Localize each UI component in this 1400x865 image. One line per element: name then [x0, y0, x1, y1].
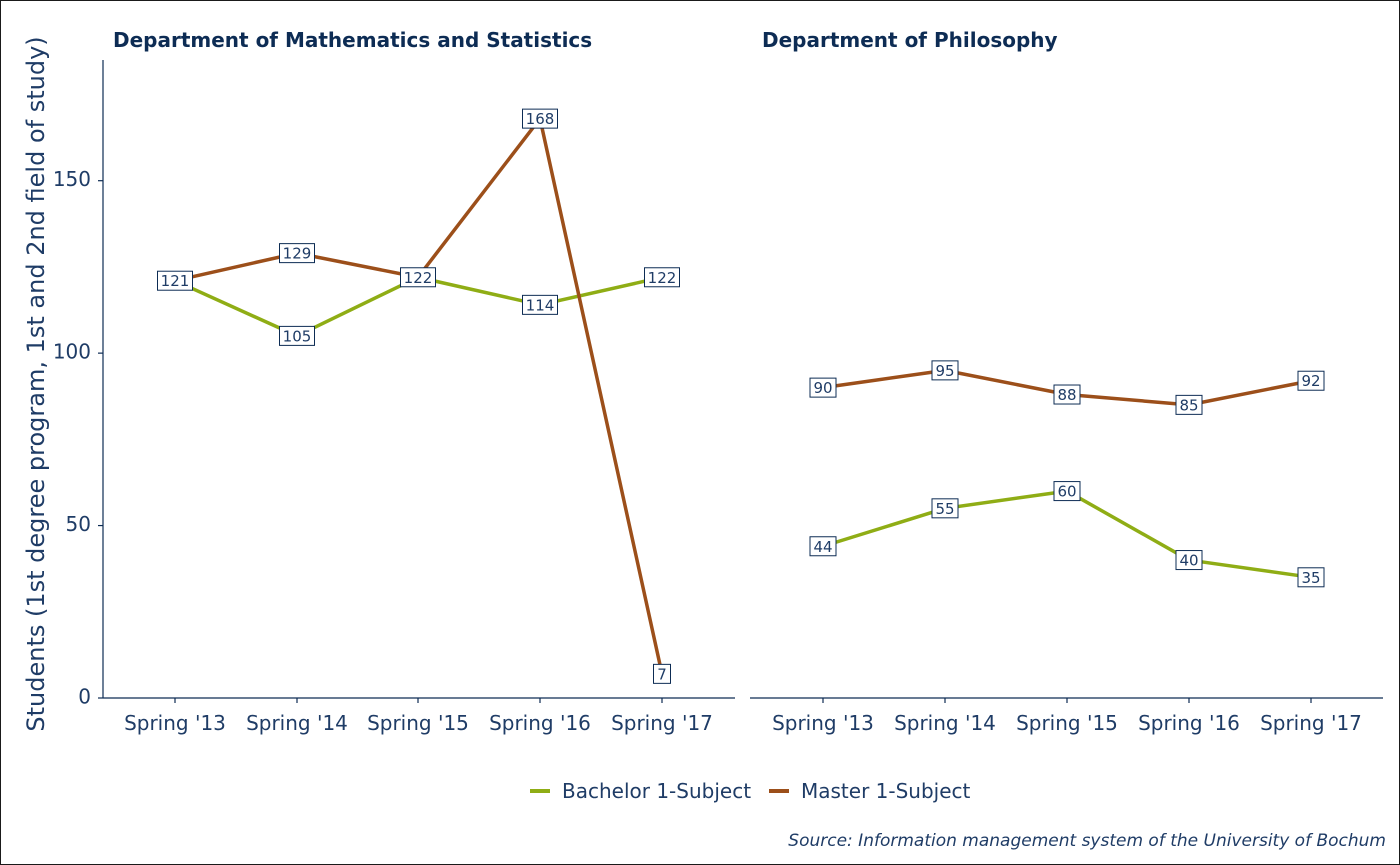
data-label-box	[279, 243, 315, 264]
legend-label: Master 1-Subject	[801, 779, 971, 803]
data-label: 105	[279, 325, 315, 346]
data-label-box	[279, 325, 315, 346]
x-tick-label: Spring '17	[1260, 711, 1362, 735]
y-tick-label: 150	[53, 167, 91, 191]
data-label-box	[1175, 550, 1203, 571]
data-label-box	[644, 267, 680, 288]
x-tick-label: Spring '13	[124, 711, 226, 735]
data-label: 95	[931, 360, 959, 381]
data-label-text: 40	[1179, 552, 1198, 570]
data-label-box	[931, 498, 959, 519]
data-label-text: 44	[813, 538, 832, 556]
data-label-text: 92	[1301, 372, 1320, 390]
data-label-text: 105	[283, 327, 312, 345]
data-label-box	[1175, 394, 1203, 415]
series-line-master-1-subject	[173, 116, 664, 676]
data-label: 121	[157, 270, 193, 291]
y-tick-label: 0	[78, 685, 91, 709]
data-label-text: 122	[648, 269, 677, 287]
data-label: 114	[522, 294, 558, 315]
series-line-bachelor-1-subject	[821, 489, 1313, 580]
data-label-box	[809, 377, 837, 398]
data-label-box	[1053, 481, 1081, 502]
legend-label: Bachelor 1-Subject	[562, 779, 751, 803]
data-label-text: 55	[935, 500, 954, 518]
data-label-box	[931, 360, 959, 381]
data-label-text: 95	[935, 362, 954, 380]
data-label: 44	[809, 536, 837, 557]
panel-2: Department of Philosophy Spring '13 Spring…	[750, 28, 1383, 735]
x-tick-label: Spring '15	[367, 711, 469, 735]
data-label-text: 129	[283, 245, 312, 263]
data-label-box	[522, 294, 558, 315]
data-label-box	[157, 270, 193, 291]
y-axis-label: Students (1st degree program, 1st and 2n…	[22, 36, 50, 731]
data-label-box	[809, 536, 837, 557]
legend: Bachelor 1-Subject Master 1-Subject	[530, 779, 971, 803]
x-tick-label: Spring '16	[489, 711, 591, 735]
data-label-box	[1053, 384, 1081, 405]
legend-item-master-1-subject: Master 1-Subject	[769, 779, 971, 803]
panel-title: Department of Mathematics and Statistics	[113, 28, 592, 52]
data-label: 129	[279, 243, 315, 264]
legend-item-bachelor-1-subject: Bachelor 1-Subject	[530, 779, 751, 803]
x-tick-label: Spring '17	[611, 711, 713, 735]
data-label-text: 88	[1057, 386, 1076, 404]
data-label-text: 7	[657, 665, 667, 683]
data-label: 122	[644, 267, 680, 288]
data-label: 92	[1297, 370, 1325, 391]
data-label-text: 122	[404, 269, 433, 287]
data-label-text: 90	[813, 379, 832, 397]
data-label: 90	[809, 377, 837, 398]
chart-panels: Department of Mathematics and Statistics…	[53, 28, 1383, 735]
data-label: 88	[1053, 384, 1081, 405]
data-label-box	[1297, 567, 1325, 588]
data-label-box	[522, 108, 558, 129]
data-label-text: 85	[1179, 396, 1198, 414]
data-label: 35	[1297, 567, 1325, 588]
data-label-text: 114	[526, 296, 555, 314]
panel-1: Department of Mathematics and Statistics…	[53, 28, 735, 735]
data-label-text: 168	[526, 110, 555, 128]
source-note: Source: Information management system of…	[788, 831, 1386, 851]
data-label-box	[400, 267, 436, 288]
panel-title: Department of Philosophy	[762, 28, 1058, 52]
data-label: 55	[931, 498, 959, 519]
x-tick-label: Spring '16	[1138, 711, 1240, 735]
data-label-text: 35	[1301, 569, 1320, 587]
data-label-box	[1297, 370, 1325, 391]
data-label: 122	[400, 267, 436, 288]
x-tick-label: Spring '14	[894, 711, 996, 735]
data-label: 40	[1175, 550, 1203, 571]
data-label: 60	[1053, 481, 1081, 502]
y-tick-label: 50	[66, 512, 91, 536]
y-tick-label: 100	[53, 340, 91, 364]
data-label-text: 60	[1057, 483, 1076, 501]
data-label-box	[653, 663, 671, 684]
x-tick-label: Spring '14	[246, 711, 348, 735]
x-tick-label: Spring '15	[1016, 711, 1118, 735]
data-label: 7	[653, 663, 671, 684]
data-label: 168	[522, 108, 558, 129]
data-label-text: 121	[161, 272, 190, 290]
data-label: 85	[1175, 394, 1203, 415]
x-tick-label: Spring '13	[772, 711, 874, 735]
